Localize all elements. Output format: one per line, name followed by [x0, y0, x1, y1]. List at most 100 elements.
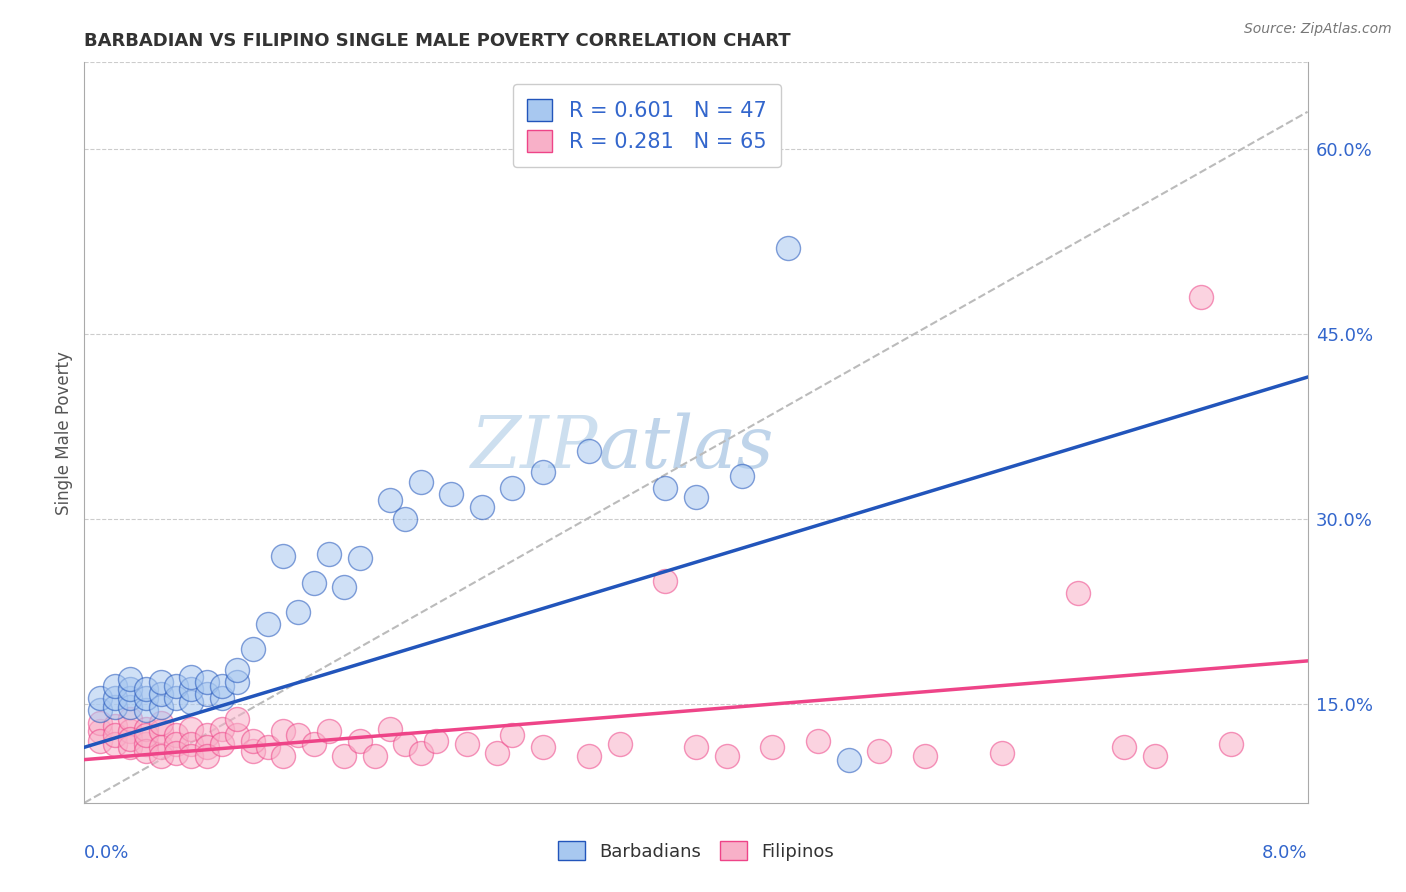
- Point: [104, 728, 127, 742]
- Point: [731, 468, 754, 483]
- Point: [716, 748, 738, 763]
- Point: [165, 679, 187, 693]
- Point: [502, 728, 524, 742]
- Point: [149, 715, 172, 730]
- Point: [302, 737, 325, 751]
- Point: [120, 712, 142, 726]
- Point: [195, 740, 218, 755]
- Point: [120, 724, 142, 739]
- Point: [104, 690, 127, 705]
- Point: [271, 549, 294, 563]
- Point: [89, 703, 111, 717]
- Point: [165, 728, 187, 742]
- Point: [135, 737, 157, 751]
- Point: [226, 712, 249, 726]
- Point: [149, 748, 172, 763]
- Point: [349, 551, 371, 566]
- Y-axis label: Single Male Poverty: Single Male Poverty: [55, 351, 73, 515]
- Point: [257, 740, 280, 755]
- Point: [1143, 748, 1166, 763]
- Point: [394, 512, 416, 526]
- Point: [456, 737, 478, 751]
- Point: [471, 500, 494, 514]
- Text: Source: ZipAtlas.com: Source: ZipAtlas.com: [1244, 22, 1392, 37]
- Point: [104, 719, 127, 733]
- Legend: Barbadians, Filipinos: Barbadians, Filipinos: [551, 833, 841, 868]
- Point: [394, 737, 416, 751]
- Point: [287, 605, 309, 619]
- Point: [211, 737, 233, 751]
- Point: [1067, 586, 1090, 600]
- Point: [242, 744, 264, 758]
- Point: [89, 690, 111, 705]
- Point: [89, 734, 111, 748]
- Point: [135, 722, 157, 736]
- Point: [195, 687, 218, 701]
- Point: [409, 475, 432, 489]
- Point: [120, 682, 142, 697]
- Point: [380, 493, 402, 508]
- Point: [1189, 290, 1212, 304]
- Point: [609, 737, 631, 751]
- Point: [302, 576, 325, 591]
- Point: [165, 690, 187, 705]
- Point: [135, 690, 157, 705]
- Point: [242, 641, 264, 656]
- Point: [242, 734, 264, 748]
- Point: [180, 737, 202, 751]
- Point: [226, 674, 249, 689]
- Point: [531, 740, 554, 755]
- Point: [211, 722, 233, 736]
- Point: [149, 687, 172, 701]
- Point: [776, 240, 799, 255]
- Point: [578, 748, 600, 763]
- Point: [180, 695, 202, 709]
- Text: ZIP: ZIP: [471, 412, 598, 483]
- Point: [211, 690, 233, 705]
- Point: [654, 481, 676, 495]
- Point: [685, 740, 707, 755]
- Point: [180, 722, 202, 736]
- Point: [180, 670, 202, 684]
- Point: [654, 574, 676, 588]
- Point: [195, 728, 218, 742]
- Point: [991, 747, 1014, 761]
- Text: atlas: atlas: [598, 412, 773, 483]
- Point: [226, 663, 249, 677]
- Point: [364, 748, 387, 763]
- Text: 8.0%: 8.0%: [1263, 844, 1308, 862]
- Point: [380, 722, 402, 736]
- Point: [149, 699, 172, 714]
- Point: [502, 481, 524, 495]
- Point: [318, 724, 340, 739]
- Point: [89, 715, 111, 730]
- Point: [165, 737, 187, 751]
- Point: [914, 748, 936, 763]
- Point: [211, 679, 233, 693]
- Point: [120, 690, 142, 705]
- Point: [685, 490, 707, 504]
- Point: [120, 740, 142, 755]
- Point: [149, 674, 172, 689]
- Point: [120, 731, 142, 746]
- Point: [120, 673, 142, 687]
- Point: [104, 679, 127, 693]
- Point: [180, 748, 202, 763]
- Point: [226, 728, 249, 742]
- Point: [349, 734, 371, 748]
- Point: [104, 737, 127, 751]
- Point: [195, 748, 218, 763]
- Point: [807, 734, 830, 748]
- Point: [287, 728, 309, 742]
- Point: [318, 547, 340, 561]
- Point: [333, 580, 356, 594]
- Point: [149, 724, 172, 739]
- Point: [89, 724, 111, 739]
- Point: [440, 487, 463, 501]
- Point: [195, 674, 218, 689]
- Point: [1220, 737, 1243, 751]
- Point: [165, 747, 187, 761]
- Point: [1114, 740, 1136, 755]
- Point: [135, 682, 157, 697]
- Point: [135, 703, 157, 717]
